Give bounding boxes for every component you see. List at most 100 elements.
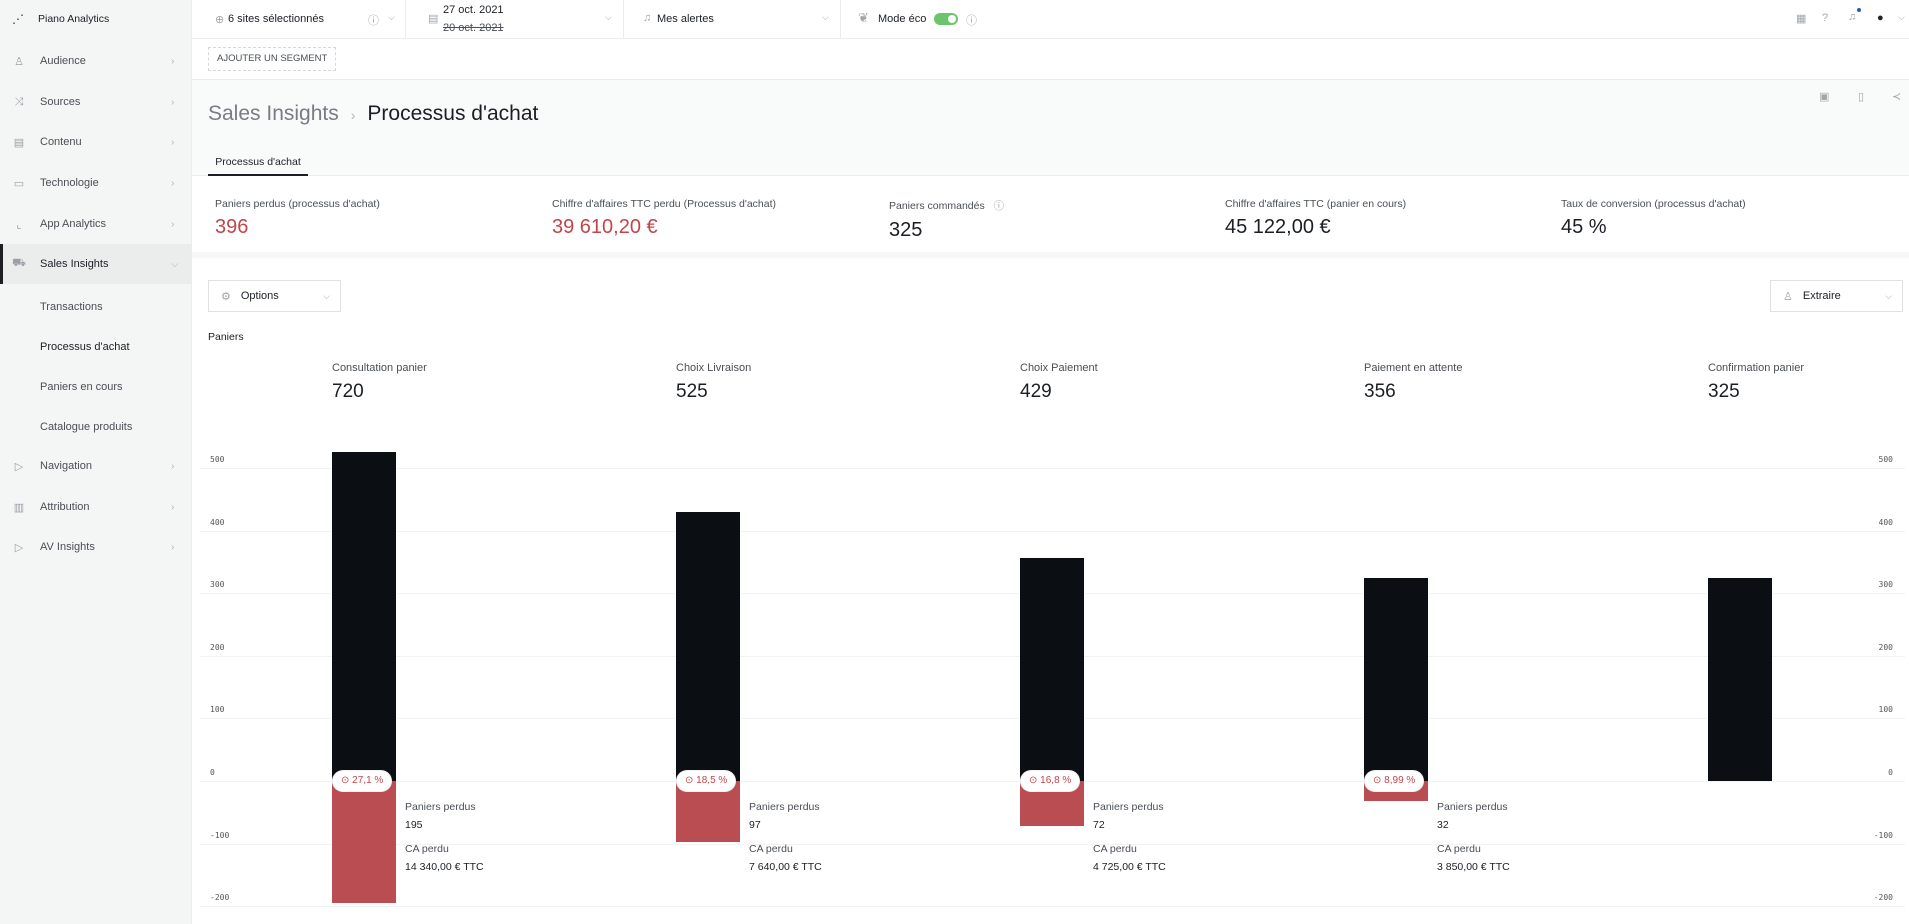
report-icon[interactable]: ▯ xyxy=(1858,91,1865,103)
date-current[interactable]: 27 oct. 2021 xyxy=(443,4,504,16)
tab-processus-achat[interactable]: Processus d'achat xyxy=(208,148,308,176)
user-icon: ♙ xyxy=(14,55,24,68)
sidebar-item-app-analytics[interactable]: ⌞ App Analytics › xyxy=(0,204,191,244)
sidebar-item-label: Attribution xyxy=(40,501,90,513)
y-tick-right: 500 xyxy=(1878,455,1893,464)
step-label: Choix Paiement xyxy=(1020,362,1098,374)
sidebar-item-label: Technologie xyxy=(40,177,99,189)
avatar[interactable]: ● xyxy=(1877,12,1884,24)
help-icon[interactable]: ? xyxy=(1822,12,1829,24)
sidebar-item-label: Navigation xyxy=(40,460,92,472)
extract-dropdown[interactable]: ♙ Extraire ⌵ xyxy=(1770,280,1903,312)
info-icon[interactable]: ⓘ xyxy=(993,200,1005,212)
sidebar-subitem[interactable]: Transactions xyxy=(40,301,103,313)
step-label: Choix Livraison xyxy=(676,362,752,374)
lost-label: Paniers perdus xyxy=(749,801,820,813)
ca-lost-label: CA perdu xyxy=(749,843,793,855)
bar-lost[interactable] xyxy=(332,781,396,904)
gridline xyxy=(200,530,1905,532)
sidebar-item-sources[interactable]: ⤨ Sources › xyxy=(0,82,191,122)
eco-mode-toggle[interactable] xyxy=(934,13,958,25)
sidebar-item-av-insights[interactable]: ▷ AV Insights › xyxy=(0,527,191,567)
y-tick-right: -200 xyxy=(1873,893,1893,903)
lost-value: 72 xyxy=(1093,819,1105,831)
chevron-right-icon: › xyxy=(171,218,175,230)
play-icon: ▷ xyxy=(14,541,24,554)
date-compare[interactable]: 20 oct. 2021 xyxy=(443,22,504,34)
ca-lost-value: 7 640,00 € TTC xyxy=(749,861,822,873)
chevron-right-icon: › xyxy=(171,177,175,189)
sidebar-item-navigation[interactable]: ▷ Navigation › xyxy=(0,446,191,486)
sidebar-item-label: Contenu xyxy=(40,136,82,148)
cart-icon: ⛟ xyxy=(12,257,26,269)
chevron-down-icon[interactable]: ⌵ xyxy=(822,12,829,22)
bar-chart-icon: ▥ xyxy=(13,501,25,514)
bar-kept[interactable] xyxy=(1020,558,1084,781)
sidebar-item-sales-insights[interactable]: ⛟ Sales Insights ⌵ xyxy=(0,244,191,284)
document-icon: ▤ xyxy=(13,136,25,149)
step-value: 429 xyxy=(1020,381,1052,402)
sidebar-subitem[interactable]: Catalogue produits xyxy=(40,421,133,433)
segment-row: AJOUTER UN SEGMENT xyxy=(192,39,1909,80)
alerts-selector[interactable]: Mes alertes xyxy=(657,13,714,25)
bar-kept[interactable] xyxy=(676,512,740,781)
lost-details: Paniers perdus 32 CA perdu 3 850,00 € TTC xyxy=(1437,801,1510,873)
monitor-icon: ▭ xyxy=(13,177,25,190)
arrow-circle-icon: ⊙ xyxy=(1029,775,1038,786)
breadcrumb: Sales Insights › Processus d'achat xyxy=(208,102,538,126)
sidebar-item-label: Sales Insights xyxy=(40,258,109,270)
add-segment-button[interactable]: AJOUTER UN SEGMENT xyxy=(208,47,337,71)
breadcrumb-parent[interactable]: Sales Insights xyxy=(208,102,339,125)
chevron-right-icon: › xyxy=(171,541,175,553)
arrow-circle-icon: ⊙ xyxy=(685,775,694,786)
line-chart-icon: ⌞ xyxy=(16,218,22,231)
info-icon[interactable]: ⓘ xyxy=(368,15,379,27)
step-label: Paiement en attente xyxy=(1364,362,1463,374)
bar-kept[interactable] xyxy=(332,452,396,781)
bar-kept[interactable] xyxy=(1364,578,1428,781)
sidebar-subitem[interactable]: Processus d'achat xyxy=(40,341,130,353)
sidebar-subitem[interactable]: Paniers en cours xyxy=(40,381,123,393)
bar-lost[interactable] xyxy=(676,781,740,842)
lost-label: Paniers perdus xyxy=(405,801,476,813)
sidebar-item-technologie[interactable]: ▭ Technologie › xyxy=(0,163,191,203)
sidebar-item-audience[interactable]: ♙ Audience › xyxy=(0,41,191,81)
piano-logo-icon: ⋰ xyxy=(12,12,24,26)
site-selector[interactable]: 6 sites sélectionnés xyxy=(228,13,324,25)
bar-kept[interactable] xyxy=(1708,577,1772,781)
share-icon[interactable]: ≺ xyxy=(1892,91,1902,103)
extract-label: Extraire xyxy=(1802,290,1841,302)
cursor-icon: ▷ xyxy=(14,460,24,473)
ca-lost-label: CA perdu xyxy=(405,843,449,855)
chevron-down-icon[interactable]: ⌵ xyxy=(605,12,612,22)
kpi-label: Paniers commandés xyxy=(889,200,985,212)
y-tick-left: -200 xyxy=(210,893,230,903)
y-tick-left: 100 xyxy=(210,705,225,715)
apps-grid-icon[interactable]: ▦ xyxy=(1796,13,1807,25)
chevron-down-icon[interactable]: ⌵ xyxy=(388,12,395,22)
lost-percent-badge: ⊙ 18,5 % xyxy=(677,771,736,791)
y-tick-right: -100 xyxy=(1873,830,1893,840)
kpi-label: Taux de conversion (processus d'achat) xyxy=(1561,198,1746,210)
sidebar-item-label: Audience xyxy=(40,55,86,67)
sidebar-item-attribution[interactable]: ▥ Attribution › xyxy=(0,487,191,527)
step-label: Confirmation panier xyxy=(1708,362,1804,374)
funnel-step: Confirmation panier 325 xyxy=(1708,362,1804,403)
bookmark-icon[interactable]: ▣ xyxy=(1819,91,1830,103)
info-icon[interactable]: ⓘ xyxy=(966,15,977,27)
lost-percent-badge: ⊙ 27,1 % xyxy=(333,771,392,791)
ca-lost-value: 14 340,00 € TTC xyxy=(405,861,484,873)
chart-title: Paniers xyxy=(208,331,244,343)
step-value: 525 xyxy=(676,381,708,402)
shuffle-icon: ⤨ xyxy=(14,95,24,108)
options-dropdown[interactable]: ⚙ Options ⌵ xyxy=(208,280,341,312)
sidebar-item-contenu[interactable]: ▤ Contenu › xyxy=(0,122,191,162)
notification-bell-icon[interactable]: ♫ xyxy=(1848,11,1857,23)
chevron-down-icon[interactable]: ⌵ xyxy=(1898,12,1905,22)
funnel-step: Paiement en attente 356 xyxy=(1364,362,1462,403)
notification-dot xyxy=(1857,8,1861,12)
chevron-down-icon: ⌵ xyxy=(171,258,179,270)
app-name: Piano Analytics xyxy=(38,13,110,25)
kpi-value: 39 610,20 € xyxy=(552,216,658,238)
ca-lost-value: 4 725,00 € TTC xyxy=(1093,861,1166,873)
